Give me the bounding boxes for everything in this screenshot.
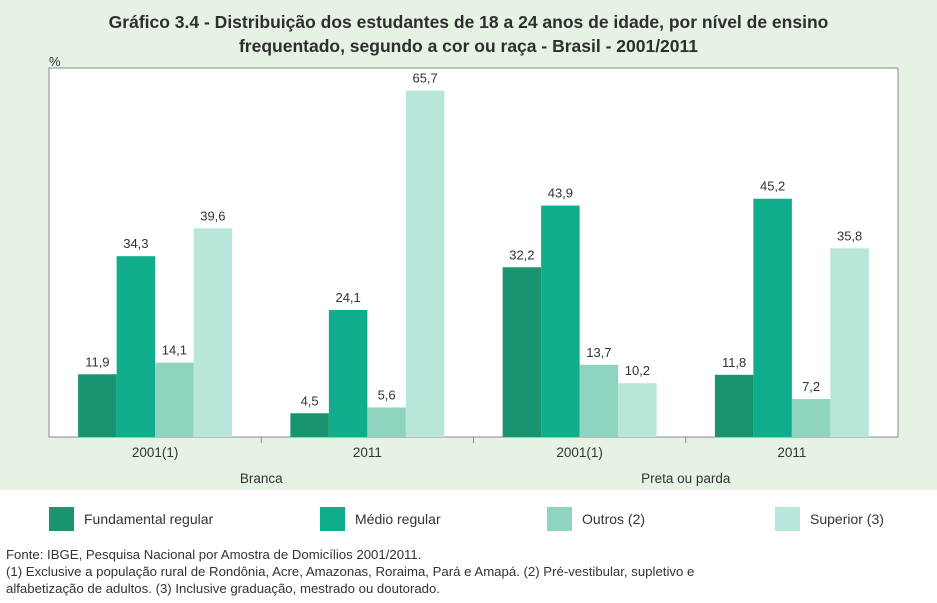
bar-chart: 11,9 34,3 14,1 39,6 2001(1) 4,5 24,1 5,6 65,7 201… xyxy=(48,67,899,486)
chart-title-line-1: Gráfico 3.4 - Distribuição dos estudante… xyxy=(108,12,829,32)
chart-title-line-2: frequentado, segundo a cor ou raça - Bra… xyxy=(238,36,699,56)
legend-item-outros: Outros (2) xyxy=(547,507,645,531)
legend-label-outros: Outros (2) xyxy=(582,511,646,527)
legend-item-medio: Médio regular xyxy=(320,507,441,531)
bar xyxy=(367,407,406,437)
bar xyxy=(155,362,194,437)
group-label: Preta ou parda xyxy=(641,471,731,486)
y-axis-unit-label: % xyxy=(49,54,61,69)
legend-item-fundamental: Fundamental regular xyxy=(49,507,213,531)
data-label: 35,8 xyxy=(837,228,862,243)
source-line: Fonte: IBGE, Pesquisa Nacional por Amost… xyxy=(6,547,422,562)
data-label: 10,2 xyxy=(625,363,650,378)
bar xyxy=(618,383,657,437)
data-label: 34,3 xyxy=(123,236,148,251)
footnote-line-2: alfabetização de adultos. (3) Inclusive … xyxy=(6,581,440,596)
bar xyxy=(78,374,117,437)
bar xyxy=(405,90,445,437)
group-label: Branca xyxy=(240,471,283,486)
data-label: 39,6 xyxy=(200,208,225,223)
bar xyxy=(714,374,754,437)
legend-swatch-superior xyxy=(775,507,800,531)
data-label: 11,8 xyxy=(722,355,746,370)
x-tick-label: 2001(1) xyxy=(132,445,179,460)
bar xyxy=(116,256,156,437)
data-label: 13,7 xyxy=(586,345,611,360)
data-label: 11,9 xyxy=(85,354,109,369)
legend-label-fundamental: Fundamental regular xyxy=(84,511,214,527)
footnote-line-1: (1) Exclusive a população rural de Rondô… xyxy=(6,564,695,579)
bar xyxy=(579,364,619,437)
legend-swatch-medio xyxy=(320,507,345,531)
legend-label-medio: Médio regular xyxy=(355,511,441,527)
bar xyxy=(830,248,869,437)
bar xyxy=(541,205,580,437)
data-label: 24,1 xyxy=(335,290,360,305)
data-label: 32,2 xyxy=(509,247,534,262)
bar xyxy=(502,267,542,437)
source-notes: Fonte: IBGE, Pesquisa Nacional por Amost… xyxy=(6,546,931,597)
data-label: 43,9 xyxy=(548,186,573,201)
legend-label-superior: Superior (3) xyxy=(810,511,884,527)
data-label: 65,7 xyxy=(412,71,437,86)
bar xyxy=(328,309,368,437)
data-label: 7,2 xyxy=(802,379,820,394)
bar xyxy=(753,198,792,437)
data-label: 4,5 xyxy=(301,393,319,408)
data-label: 14,1 xyxy=(162,343,187,358)
data-label: 45,2 xyxy=(760,179,785,194)
bar xyxy=(193,228,233,437)
bar xyxy=(791,399,831,437)
data-label: 5,6 xyxy=(378,387,396,402)
bar xyxy=(290,413,329,437)
x-tick-label: 2011 xyxy=(777,445,806,460)
legend-item-superior: Superior (3) xyxy=(775,507,884,531)
legend-swatch-outros xyxy=(547,507,572,531)
x-tick-label: 2001(1) xyxy=(556,445,603,460)
legend-swatch-fundamental xyxy=(49,507,74,531)
x-tick-label: 2011 xyxy=(353,445,382,460)
